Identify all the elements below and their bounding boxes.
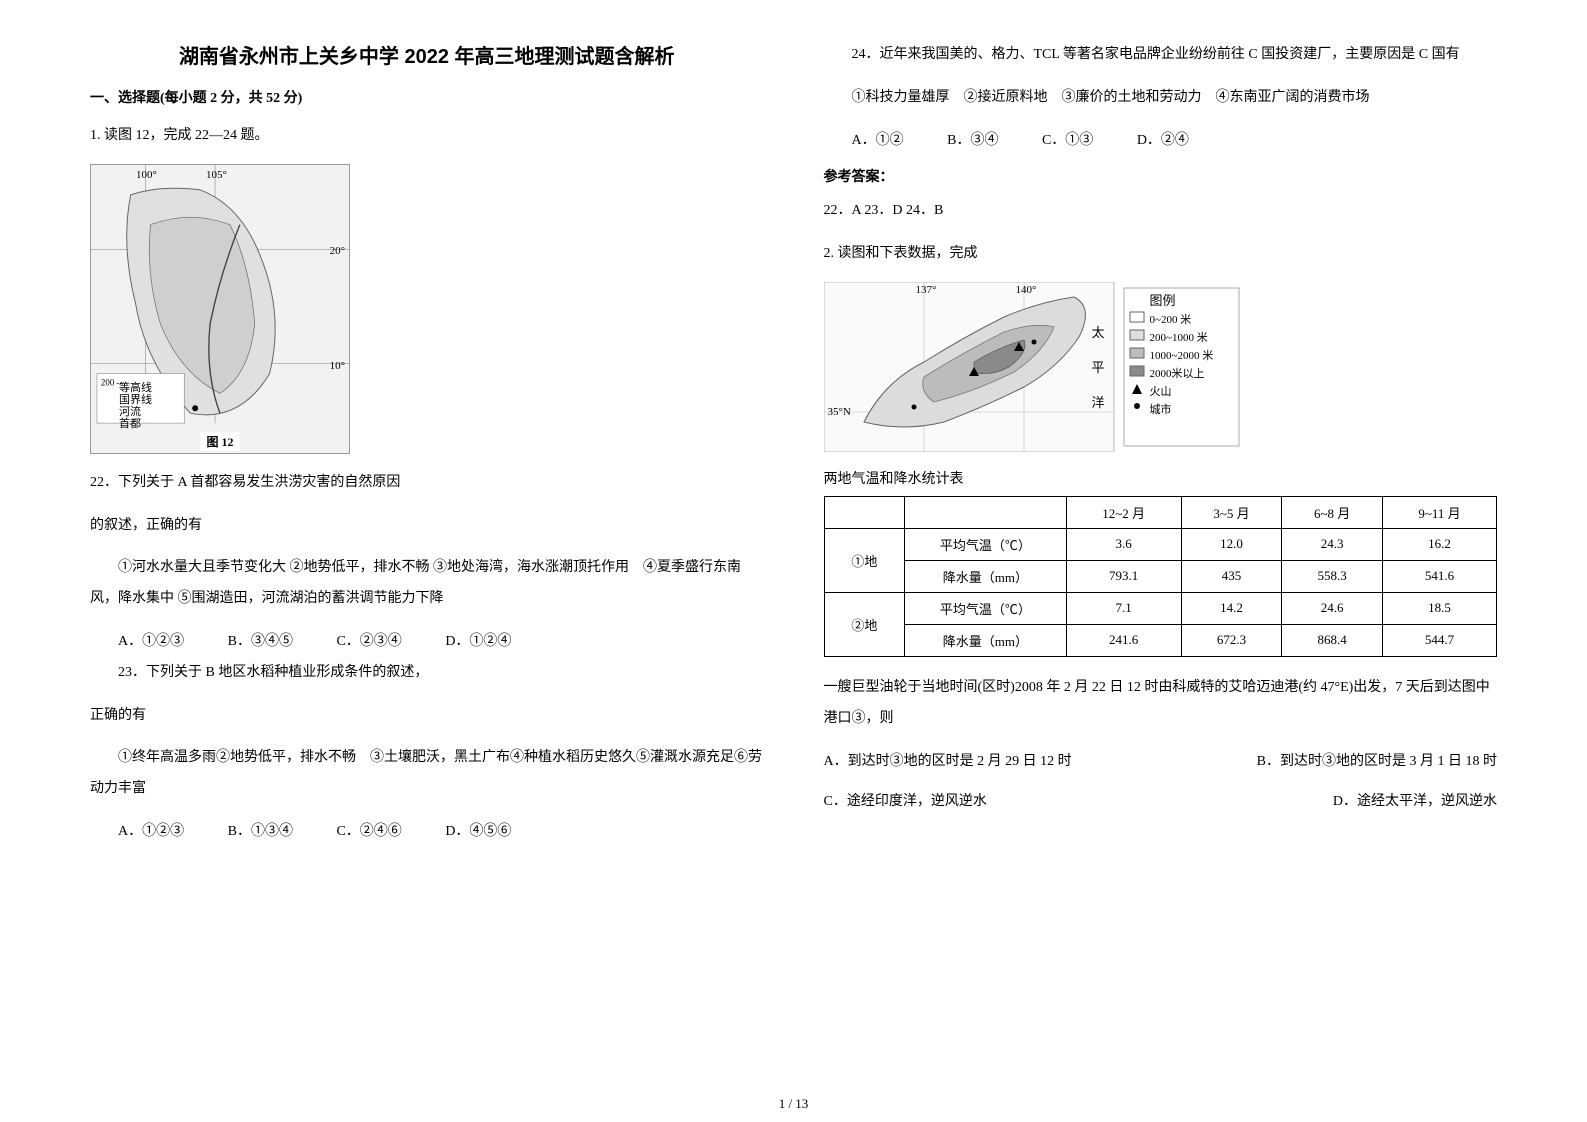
cell: 7.1 <box>1066 592 1181 624</box>
exam-title: 湖南省永州市上关乡中学 2022 年高三地理测试题含解析 <box>90 40 764 69</box>
q2-opts-row1: A．到达时③地的区时是 2 月 29 日 12 时 B．到达时③地的区时是 3 … <box>824 747 1498 778</box>
legend-r1: 200~1000 米 <box>1150 329 1208 345</box>
q23-opt-c: C．②④⑥ <box>336 824 401 839</box>
q24-opt-c: C．①③ <box>1042 133 1093 148</box>
q24-lead: 24．近年来我国美的、格力、TCL 等著名家电品牌企业纷纷前往 C 国投资建厂，… <box>824 40 1498 71</box>
q22-opt-b: B．③④⑤ <box>228 634 293 649</box>
q2-stem: 2. 读图和下表数据，完成 <box>824 239 1498 270</box>
cell: 14.2 <box>1181 592 1282 624</box>
q22-opt-d: D．①②④ <box>445 634 511 649</box>
col-1: 12~2 月 <box>1066 496 1181 528</box>
cell: 541.6 <box>1382 560 1496 592</box>
col-3: 6~8 月 <box>1282 496 1383 528</box>
climate-table: 12~2 月 3~5 月 6~8 月 9~11 月 ①地 平均气温（℃） 3.6… <box>824 496 1498 657</box>
metric-precip: 降水量（mm） <box>905 624 1066 656</box>
q23-opt-d: D．④⑤⑥ <box>445 824 511 839</box>
q1-stem: 1. 读图 12，完成 22—24 题。 <box>90 121 764 152</box>
table-row: ②地 平均气温（℃） 7.1 14.2 24.6 18.5 <box>824 592 1497 624</box>
legend-r0: 0~200 米 <box>1150 311 1192 327</box>
cell: 435 <box>1181 560 1282 592</box>
left-column: 湖南省永州市上关乡中学 2022 年高三地理测试题含解析 一、选择题(每小题 2… <box>60 40 794 1102</box>
q2-opts-row2: C．途经印度洋，逆风逆水 D．途经太平洋，逆风逆水 <box>824 787 1498 818</box>
q22-items: ①河水水量大且季节变化大 ②地势低平，排水不畅 ③地处海湾，海水涨潮顶托作用 ④… <box>90 553 764 615</box>
cell: 241.6 <box>1066 624 1181 656</box>
legend-volcano: 火山 <box>1150 383 1172 399</box>
section-header: 一、选择题(每小题 2 分，共 52 分) <box>90 87 764 107</box>
lon-100: 100° <box>136 169 157 181</box>
ocean-1: 太 <box>1092 322 1105 341</box>
q24-opt-b: B．③④ <box>947 133 998 148</box>
cell: 793.1 <box>1066 560 1181 592</box>
figure-japan: 137° 140° 35°N 太 平 洋 图例 0~200 米 200~1000… <box>824 282 1244 452</box>
q22-opt-c: C．②③④ <box>336 634 401 649</box>
q23-items: ①终年高温多雨②地势低平，排水不畅 ③土壤肥沃，黑土广布④种植水稻历史悠久⑤灌溉… <box>90 743 764 805</box>
cell: 24.6 <box>1282 592 1383 624</box>
answers: 22．A 23．D 24．B <box>824 196 1498 227</box>
place-1: ①地 <box>824 528 905 592</box>
right-column: 24．近年来我国美的、格力、TCL 等著名家电品牌企业纷纷前往 C 国投资建厂，… <box>794 40 1528 1102</box>
q24-opt-d: D．②④ <box>1137 133 1189 148</box>
metric-temp: 平均气温（℃） <box>905 528 1066 560</box>
q22-lead: 22．下列关于 A 首都容易发生洪涝灾害的自然原因 <box>90 468 764 499</box>
col-4: 9~11 月 <box>1382 496 1496 528</box>
q24-items: ①科技力量雄厚 ②接近原料地 ③廉价的土地和劳动力 ④东南亚广阔的消费市场 <box>824 83 1498 114</box>
lon-140: 140° <box>1016 284 1037 296</box>
cell: 16.2 <box>1382 528 1496 560</box>
lat-20: 20° <box>330 245 345 257</box>
q2-opt-b: B．到达时③地的区时是 3 月 1 日 18 时 <box>1257 747 1497 778</box>
q2-opt-d: D．途经太平洋，逆风逆水 <box>1333 787 1497 818</box>
cell: 544.7 <box>1382 624 1496 656</box>
q2-opt-a: A．到达时③地的区时是 2 月 29 日 12 时 <box>824 747 1072 778</box>
figure-12-caption: 图 12 <box>200 432 239 451</box>
table-row: 降水量（mm） 241.6 672.3 868.4 544.7 <box>824 624 1497 656</box>
col-2: 3~5 月 <box>1181 496 1282 528</box>
q2-para: 一艘巨型油轮于当地时间(区时)2008 年 2 月 22 日 12 时由科威特的… <box>824 673 1498 735</box>
cell: 868.4 <box>1282 624 1383 656</box>
ocean-2: 平 <box>1092 357 1105 376</box>
lat-35: 35°N <box>828 406 851 418</box>
lat-10: 10° <box>330 360 345 372</box>
cell: 12.0 <box>1181 528 1282 560</box>
q23-options: A．①②③ B．①③④ C．②④⑥ D．④⑤⑥ <box>90 817 764 848</box>
answer-label: 参考答案： <box>824 166 1498 186</box>
cell: 672.3 <box>1181 624 1282 656</box>
cell: 24.3 <box>1282 528 1383 560</box>
table-caption: 两地气温和降水统计表 <box>824 468 1498 488</box>
cell: 18.5 <box>1382 592 1496 624</box>
q24-opt-a: A．①② <box>852 133 904 148</box>
legend-r2: 1000~2000 米 <box>1150 347 1214 363</box>
page-footer: 1 / 13 <box>779 1096 809 1112</box>
table-row: ①地 平均气温（℃） 3.6 12.0 24.3 16.2 <box>824 528 1497 560</box>
q22-opt-a: A．①②③ <box>118 634 184 649</box>
lon-137: 137° <box>916 284 937 296</box>
metric-precip: 降水量（mm） <box>905 560 1066 592</box>
table-row: 12~2 月 3~5 月 6~8 月 9~11 月 <box>824 496 1497 528</box>
q22-options: A．①②③ B．③④⑤ C．②③④ D．①②④ <box>90 627 764 658</box>
q22-lead2: 的叙述，正确的有 <box>90 511 764 542</box>
q23-opt-a: A．①②③ <box>118 824 184 839</box>
metric-temp: 平均气温（℃） <box>905 592 1066 624</box>
q23-lead: 23．下列关于 B 地区水稻种植业形成条件的叙述， <box>90 658 764 689</box>
q23-opt-b: B．①③④ <box>228 824 293 839</box>
cell: 558.3 <box>1282 560 1383 592</box>
ocean-3: 洋 <box>1092 392 1105 411</box>
legend-capital: 首都 <box>119 415 141 431</box>
figure-12: 200 --- 100° 105° 20° 10° 等高线 国界线 河流 首都 … <box>90 164 350 454</box>
q24-options: A．①② B．③④ C．①③ D．②④ <box>824 126 1498 157</box>
place-2: ②地 <box>824 592 905 656</box>
lon-105: 105° <box>206 169 227 181</box>
legend-city: 城市 <box>1150 401 1172 417</box>
legend-title: 图例 <box>1150 290 1176 309</box>
cell: 3.6 <box>1066 528 1181 560</box>
legend-r3: 2000米以上 <box>1150 365 1205 381</box>
q23-lead2: 正确的有 <box>90 701 764 732</box>
table-row: 降水量（mm） 793.1 435 558.3 541.6 <box>824 560 1497 592</box>
q2-opt-c: C．途经印度洋，逆风逆水 <box>824 787 1044 818</box>
